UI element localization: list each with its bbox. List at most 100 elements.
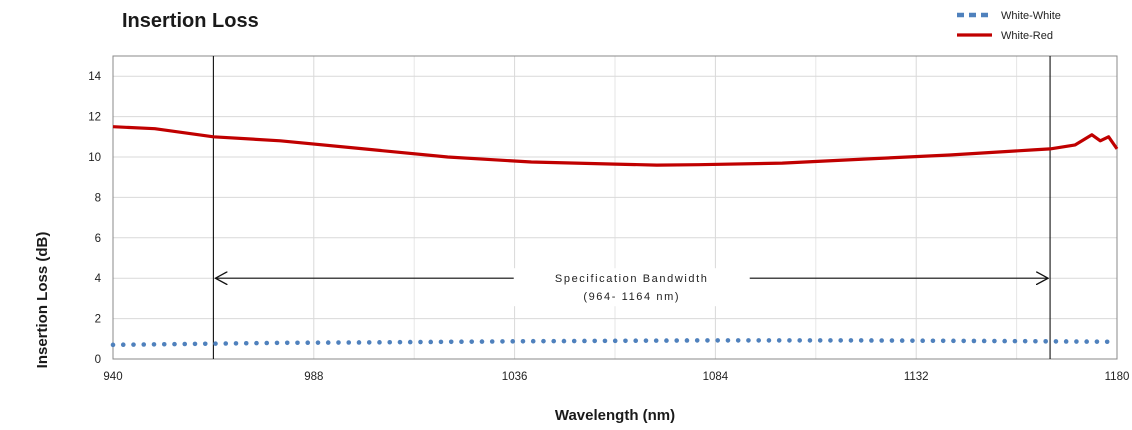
plot-area-border	[112, 55, 1118, 360]
white-white-point	[1063, 339, 1069, 344]
white-white-point	[274, 340, 280, 346]
white-white-point	[120, 342, 126, 348]
annotation-background	[513, 268, 750, 307]
annotation-spec-bandwidth: Specification Bandwidth	[555, 273, 709, 285]
white-white-point	[284, 340, 290, 346]
y-tick-label: 4	[95, 273, 102, 285]
white-white-point	[643, 338, 649, 343]
white-white-point	[725, 338, 731, 343]
white-white-point	[694, 338, 700, 343]
x-tick-label: 988	[304, 371, 323, 383]
white-white-point	[910, 338, 915, 343]
legend-label: White-Red	[1001, 30, 1053, 42]
white-white-point	[623, 338, 628, 344]
y-tick-labels: 0 2 4 6 8 10 12 14	[88, 71, 101, 366]
white-white-point	[746, 338, 751, 343]
white-white-point	[202, 341, 208, 347]
y-tick-label: 14	[88, 71, 101, 83]
white-white-point	[1022, 338, 1028, 344]
white-white-point	[428, 339, 434, 345]
white-white-point	[1053, 339, 1059, 344]
white-white-point	[295, 340, 300, 346]
white-white-point	[131, 342, 136, 347]
white-white-point	[807, 338, 813, 343]
y-axis-title: Insertion Loss (dB)	[34, 232, 51, 369]
white-white-point	[766, 338, 772, 343]
white-white-point	[305, 340, 311, 346]
white-white-point	[961, 338, 966, 344]
white-white-point	[612, 338, 618, 344]
x-tick-label: 940	[103, 371, 122, 383]
white-white-point	[500, 339, 505, 344]
white-white-point	[469, 339, 475, 344]
white-white-point	[1094, 339, 1100, 344]
white-white-point	[582, 338, 587, 344]
white-white-point	[684, 338, 690, 343]
white-white-point	[254, 340, 259, 346]
y-tick-label: 8	[95, 192, 101, 204]
white-white-point	[551, 338, 557, 344]
white-white-point	[336, 340, 341, 345]
white-white-point	[674, 338, 680, 343]
white-white-point	[407, 339, 413, 345]
white-white-point	[356, 340, 362, 345]
white-white-point	[869, 338, 874, 343]
legend: White-White White-Red	[957, 10, 1061, 42]
white-white-point	[981, 338, 987, 344]
white-white-point	[366, 340, 372, 345]
white-white-point	[110, 342, 116, 348]
white-white-point	[797, 338, 802, 343]
white-white-point	[387, 339, 393, 345]
white-white-point	[776, 338, 782, 343]
white-white-point	[161, 341, 167, 347]
white-white-point	[151, 342, 157, 347]
white-white-point	[838, 338, 843, 343]
white-white-point	[899, 338, 905, 343]
y-tick-label: 2	[95, 314, 101, 326]
white-white-point	[141, 342, 147, 347]
white-white-point	[664, 338, 669, 343]
spec-bandwidth-lines	[212, 56, 1051, 359]
white-white-point	[1012, 338, 1018, 344]
grid-lines	[112, 56, 1118, 360]
white-white-point	[828, 338, 833, 343]
white-white-point	[172, 341, 177, 347]
white-white-point	[530, 338, 536, 344]
white-white-point	[479, 339, 485, 344]
series-group	[110, 125, 1119, 348]
white-white-point	[920, 338, 925, 343]
white-white-point	[243, 340, 249, 346]
white-white-point	[489, 339, 495, 344]
white-white-point	[520, 338, 526, 344]
white-white-point	[1104, 339, 1110, 345]
white-white-point	[448, 339, 454, 345]
white-white-point	[653, 338, 659, 343]
white-white-point	[971, 338, 977, 344]
x-tick-label: 1084	[703, 371, 729, 383]
series-white-white	[110, 338, 1110, 348]
white-white-point	[858, 338, 864, 343]
white-white-point	[223, 341, 229, 346]
white-white-point	[438, 339, 444, 345]
white-white-point	[592, 338, 598, 344]
white-white-point	[510, 339, 516, 344]
white-white-point	[264, 340, 270, 346]
y-tick-label: 0	[95, 354, 101, 366]
chart-title: Insertion Loss	[122, 10, 259, 32]
white-white-point	[233, 341, 239, 346]
white-white-point	[541, 338, 546, 344]
white-white-point	[182, 341, 188, 347]
white-white-point	[397, 339, 403, 345]
white-white-point	[325, 340, 331, 345]
white-white-point	[787, 338, 792, 343]
white-white-point	[1033, 338, 1038, 344]
white-white-point	[1002, 338, 1007, 344]
white-white-point	[951, 338, 956, 344]
white-white-point	[1074, 339, 1079, 344]
legend-label: White-White	[1001, 10, 1061, 22]
y-tick-label: 10	[88, 152, 101, 164]
white-white-point	[879, 338, 884, 343]
y-tick-label: 12	[88, 112, 101, 124]
x-axis-title: Wavelength (nm)	[555, 407, 675, 424]
